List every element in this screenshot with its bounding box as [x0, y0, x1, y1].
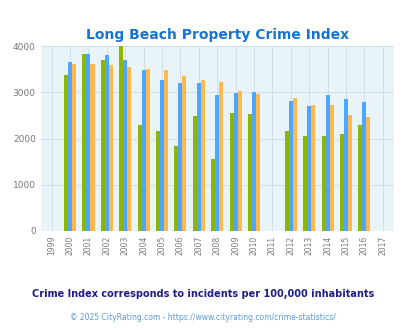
Bar [321, 136, 325, 231]
Bar [68, 62, 72, 231]
Bar [329, 105, 333, 231]
Bar [200, 80, 205, 231]
Bar [292, 98, 296, 231]
Bar [247, 114, 252, 231]
Bar [307, 106, 311, 231]
Bar [252, 92, 256, 231]
Bar [229, 113, 233, 231]
Bar [358, 125, 362, 231]
Bar [284, 131, 288, 231]
Bar [196, 83, 200, 231]
Bar [362, 102, 365, 231]
Bar [192, 116, 196, 231]
Bar [90, 64, 94, 231]
Bar [145, 69, 149, 231]
Bar [109, 65, 113, 231]
Bar [178, 83, 182, 231]
Bar [288, 101, 292, 231]
Bar [119, 46, 123, 231]
Title: Long Beach Property Crime Index: Long Beach Property Crime Index [85, 28, 348, 42]
Bar [237, 91, 241, 231]
Bar [164, 70, 168, 231]
Text: Crime Index corresponds to incidents per 100,000 inhabitants: Crime Index corresponds to incidents per… [32, 289, 373, 299]
Bar [72, 64, 76, 231]
Bar [215, 95, 219, 231]
Bar [325, 95, 329, 231]
Bar [86, 53, 90, 231]
Bar [104, 55, 109, 231]
Bar [174, 146, 178, 231]
Bar [211, 159, 215, 231]
Bar [303, 136, 307, 231]
Bar [233, 93, 237, 231]
Bar [219, 82, 223, 231]
Text: © 2025 CityRating.com - https://www.cityrating.com/crime-statistics/: © 2025 CityRating.com - https://www.city… [70, 313, 335, 322]
Bar [123, 60, 127, 231]
Bar [182, 76, 186, 231]
Bar [339, 134, 343, 231]
Bar [82, 54, 86, 231]
Bar [137, 125, 141, 231]
Bar [256, 94, 260, 231]
Bar [365, 117, 369, 231]
Bar [156, 131, 160, 231]
Bar [127, 67, 131, 231]
Bar [100, 60, 104, 231]
Bar [347, 115, 351, 231]
Bar [64, 75, 68, 231]
Bar [311, 105, 315, 231]
Bar [343, 99, 347, 231]
Bar [141, 70, 145, 231]
Bar [160, 80, 164, 231]
